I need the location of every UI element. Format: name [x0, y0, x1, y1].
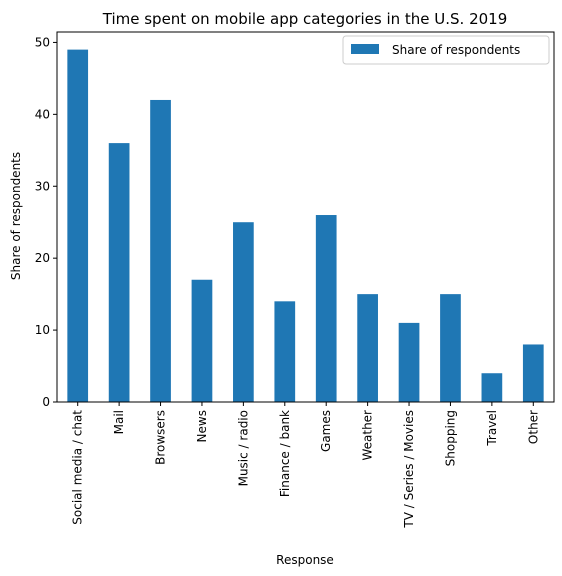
y-tick-label-10: 10	[35, 323, 50, 337]
bar-11	[481, 373, 503, 402]
bar-2	[108, 143, 130, 403]
x-tick-label-9: TV / Series / Movies	[402, 410, 416, 529]
y-tick-label-0: 0	[42, 395, 50, 409]
bar-7	[315, 215, 337, 402]
y-axis-label: Share of respondents	[9, 152, 23, 280]
x-tick-label-11: Travel	[485, 410, 499, 447]
x-tick-label-3: Browsers	[154, 410, 168, 465]
bar-3	[150, 99, 171, 403]
axes-frame	[56, 31, 555, 403]
y-tick-label-50: 50	[35, 35, 50, 49]
bar-4	[191, 279, 213, 402]
legend: Share of respondents	[342, 35, 550, 65]
chart-title: Time spent on mobile app categories in t…	[102, 10, 508, 28]
x-tick-label-8: Weather	[361, 410, 375, 461]
y-tick-label-30: 30	[35, 179, 50, 193]
x-tick-label-7: Games	[319, 410, 333, 452]
bar-9	[398, 322, 420, 402]
x-tick-label-4: News	[195, 410, 209, 442]
legend-label: Share of respondents	[392, 43, 520, 57]
x-tick-label-1: Social media / chat	[71, 410, 85, 525]
y-tick-label-20: 20	[35, 251, 50, 265]
x-axis-label: Response	[276, 553, 334, 567]
bar-10	[440, 294, 461, 402]
bar-1	[67, 49, 89, 402]
x-tick-label-5: Music / radio	[236, 410, 250, 486]
x-tick-label-6: Finance / bank	[278, 410, 292, 497]
bar-5	[233, 222, 254, 402]
x-tick-label-2: Mail	[112, 410, 126, 434]
bar-12	[522, 344, 544, 402]
x-tick-label-10: Shopping	[443, 410, 457, 466]
x-tick-label-12: Other	[526, 410, 540, 444]
bar-6	[274, 301, 296, 402]
y-tick-label-40: 40	[35, 107, 50, 121]
legend-frame	[342, 35, 550, 65]
legend-swatch	[351, 44, 379, 54]
bar-8	[357, 294, 378, 402]
plot-area: 0 10 20 30 40 50 Social media / chat Mail Browse…	[35, 31, 555, 529]
